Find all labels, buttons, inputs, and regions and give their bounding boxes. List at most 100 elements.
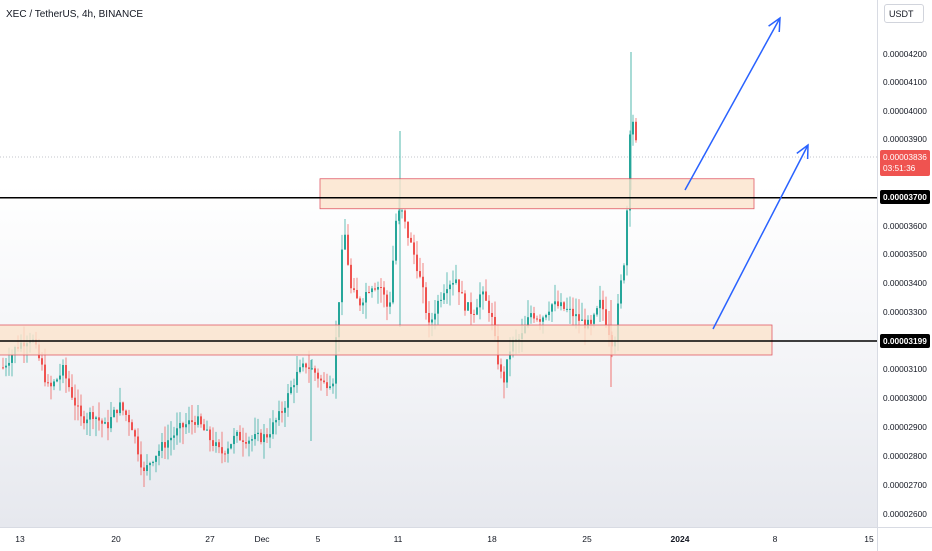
- candle-body: [203, 424, 205, 431]
- candle-body: [617, 303, 619, 342]
- price-tick: 0.00003300: [883, 307, 927, 317]
- time-label: 18: [487, 534, 497, 544]
- candle-body: [269, 434, 271, 438]
- candle-body: [347, 234, 349, 265]
- candle-body: [293, 385, 295, 388]
- candle-body: [356, 289, 358, 299]
- candle-body: [632, 121, 634, 135]
- candle-body: [272, 422, 274, 435]
- candle-body: [560, 302, 562, 307]
- candle-body: [440, 299, 442, 301]
- candle-body: [449, 284, 451, 290]
- candle-body: [68, 378, 70, 388]
- price-tick: 0.00004000: [883, 106, 927, 116]
- candle-body: [299, 367, 301, 372]
- candle-body: [332, 383, 334, 387]
- candle-body: [209, 429, 211, 441]
- candle-body: [251, 439, 253, 441]
- price-tick: 0.00002800: [883, 451, 927, 461]
- candle-body: [134, 430, 136, 437]
- candlestick-chart[interactable]: [0, 0, 877, 527]
- candle-body: [584, 319, 586, 329]
- price-tick: 0.00002600: [883, 509, 927, 519]
- candle-body: [266, 434, 268, 438]
- candle-body: [287, 393, 289, 408]
- candle-body: [122, 402, 124, 411]
- time-label: 11: [393, 534, 403, 544]
- candle-body: [542, 317, 544, 322]
- candle-body: [170, 437, 172, 441]
- candle-body: [476, 307, 478, 315]
- candle-body: [596, 308, 598, 315]
- bar-countdown: 03:51:36: [883, 163, 916, 173]
- candle-body: [104, 422, 106, 424]
- candle-body: [419, 271, 421, 277]
- candle-body: [197, 416, 199, 425]
- candle-body: [335, 337, 337, 384]
- candle-body: [152, 461, 154, 464]
- candle-body: [314, 368, 316, 373]
- candle-body: [587, 319, 589, 329]
- candle-body: [164, 442, 166, 448]
- candle-body: [338, 302, 340, 338]
- candle-body: [428, 312, 430, 323]
- candle-body: [509, 351, 511, 360]
- candle-body: [437, 300, 439, 314]
- candle-body: [548, 311, 550, 316]
- candle-body: [503, 371, 505, 383]
- candle-body: [326, 382, 328, 389]
- candle-body: [413, 242, 415, 255]
- candle-body: [467, 302, 469, 311]
- candle-body: [56, 379, 58, 382]
- candle-body: [224, 453, 226, 455]
- candle-body: [506, 359, 508, 383]
- time-label: 15: [864, 534, 874, 544]
- candle-body: [182, 423, 184, 428]
- currency-button[interactable]: USDT: [884, 4, 924, 23]
- candle-body: [626, 210, 628, 266]
- candle-body: [446, 289, 448, 294]
- candle-body: [527, 317, 529, 327]
- candle-body: [254, 434, 256, 440]
- time-label: 20: [111, 534, 121, 544]
- chart-area[interactable]: XEC / TetherUS, 4h, BINANCE: [0, 0, 877, 527]
- candle-body: [227, 448, 229, 454]
- candle-body: [50, 382, 52, 387]
- candle-body: [233, 435, 235, 445]
- candle-body: [86, 419, 88, 424]
- axis-corner: [877, 527, 932, 551]
- candle-body: [74, 397, 76, 406]
- candle-body: [200, 416, 202, 425]
- candle-body: [179, 423, 181, 429]
- candle-body: [308, 367, 310, 369]
- candle-body: [371, 288, 373, 293]
- candle-body: [137, 436, 139, 455]
- symbol-title[interactable]: XEC / TetherUS, 4h, BINANCE: [6, 9, 144, 20]
- time-label: 5: [315, 534, 321, 544]
- candle-body: [350, 264, 352, 289]
- candle-body: [83, 416, 85, 424]
- candle-body: [539, 319, 541, 322]
- candle-body: [278, 411, 280, 421]
- candle-body: [161, 442, 163, 451]
- current-price-value: 0.00003836: [883, 152, 927, 162]
- candle-body: [473, 313, 475, 315]
- candle-body: [140, 454, 142, 468]
- time-axis[interactable]: 13 20 27 Dec 5 11 18 25 2024 8 15: [0, 527, 877, 551]
- candle-body: [344, 234, 346, 250]
- candle-body: [158, 450, 160, 456]
- candle-body: [302, 363, 304, 368]
- candle-body: [563, 302, 565, 309]
- candle-body: [131, 422, 133, 431]
- candle-body: [248, 440, 250, 444]
- candle-body: [623, 265, 625, 281]
- candle-body: [620, 280, 622, 304]
- candle-body: [146, 465, 148, 472]
- price-axis[interactable]: USDT 0.00004200 0.00004100 0.00004000 0.…: [877, 0, 932, 527]
- candle-body: [53, 381, 55, 387]
- candle-body: [110, 417, 112, 429]
- candle-body: [353, 288, 355, 290]
- candle-body: [113, 409, 115, 418]
- candle-body: [125, 410, 127, 415]
- candle-body: [422, 276, 424, 288]
